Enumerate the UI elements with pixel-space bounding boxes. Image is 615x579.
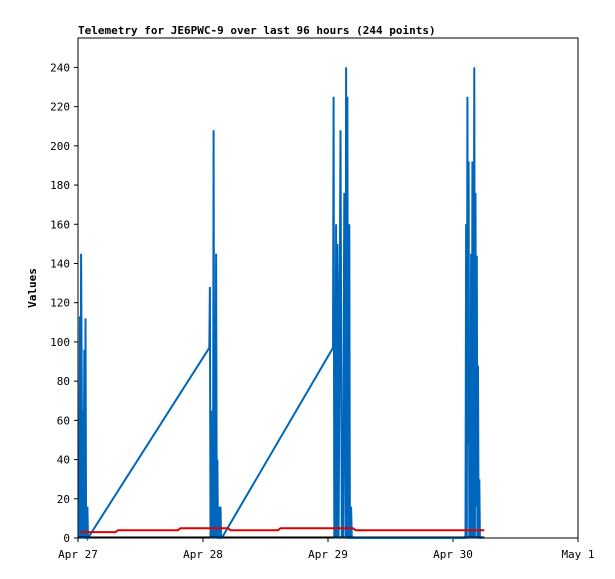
- series-line-0: [78, 67, 482, 542]
- x-tick-label: May 1: [561, 548, 594, 561]
- y-tick-label: 120: [50, 297, 70, 310]
- y-tick-label: 220: [50, 101, 70, 114]
- y-tick-label: 200: [50, 140, 70, 153]
- y-tick-label: 180: [50, 179, 70, 192]
- y-tick-label: 160: [50, 218, 70, 231]
- x-tick-label: Apr 29: [308, 548, 348, 561]
- y-tick-label: 80: [57, 375, 70, 388]
- y-axis-title: Values: [26, 268, 39, 308]
- plot-frame: [77, 37, 579, 539]
- y-tick-label: 40: [57, 454, 70, 467]
- y-axis-ticks: 0 20 40 60 80 100 120 140 160 180 200 220 240: [50, 61, 78, 545]
- x-axis-ticks: Apr 27 Apr 28 Apr 29 Apr 30 May 1: [58, 538, 595, 561]
- x-tick-label: Apr 30: [433, 548, 473, 561]
- x-tick-label: Apr 27: [58, 548, 98, 561]
- y-tick-label: 60: [57, 414, 70, 427]
- series-layer: [78, 67, 485, 542]
- y-tick-label: 240: [50, 61, 70, 74]
- y-tick-label: 140: [50, 257, 70, 270]
- chart-title: Telemetry for JE6PWC-9 over last 96 hour…: [78, 24, 436, 37]
- y-tick-label: 20: [57, 493, 70, 506]
- x-tick-label: Apr 28: [183, 548, 223, 561]
- y-tick-label: 100: [50, 336, 70, 349]
- series-line-1: [80, 527, 485, 534]
- y-tick-label: 0: [63, 532, 70, 545]
